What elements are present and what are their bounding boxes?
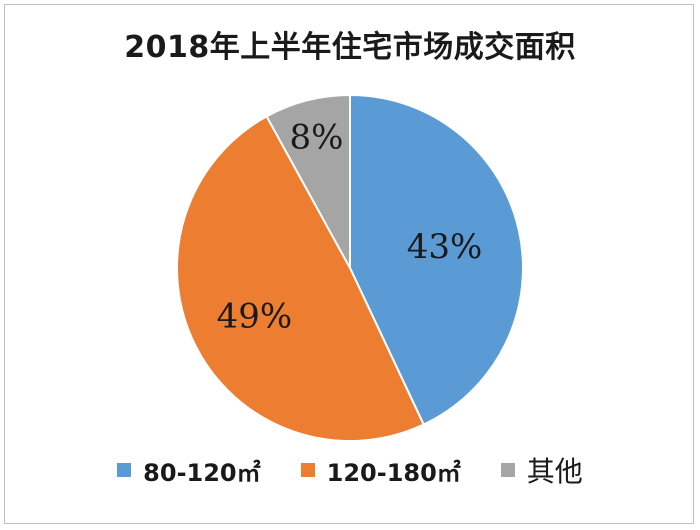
data-label-other: 8% [289, 117, 343, 157]
legend-item-80-120: 80-120㎡ [117, 453, 261, 488]
legend-swatch-80-120 [117, 463, 132, 477]
legend-swatch-other [500, 463, 515, 477]
pie-slice-120-180 [176, 115, 425, 442]
legend-label-120-180: 120-180㎡ [326, 458, 461, 487]
pie-labels: 43% 49% 8% [217, 117, 483, 336]
pie-slice-80-120 [349, 93, 524, 426]
legend-item-120-180: 120-180㎡ [300, 453, 461, 488]
legend-swatch-120-180 [300, 463, 315, 477]
legend-item-other: 其他 [500, 450, 583, 490]
pie-slice-other [265, 93, 351, 269]
pie-slices [176, 93, 524, 442]
chart-legend: 80-120㎡ 120-180㎡ 其他 [0, 450, 700, 490]
chart-title: 2018年上半年住宅市场成交面积 [124, 30, 576, 65]
legend-label-other: 其他 [526, 455, 583, 488]
legend-label-80-120: 80-120㎡ [143, 458, 261, 487]
data-label-80-120: 43% [407, 227, 483, 267]
data-label-120-180: 49% [217, 297, 293, 337]
